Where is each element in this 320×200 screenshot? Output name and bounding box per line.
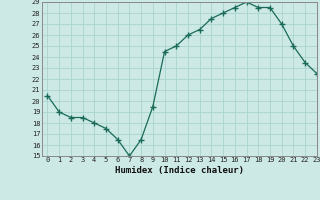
- X-axis label: Humidex (Indice chaleur): Humidex (Indice chaleur): [115, 166, 244, 175]
